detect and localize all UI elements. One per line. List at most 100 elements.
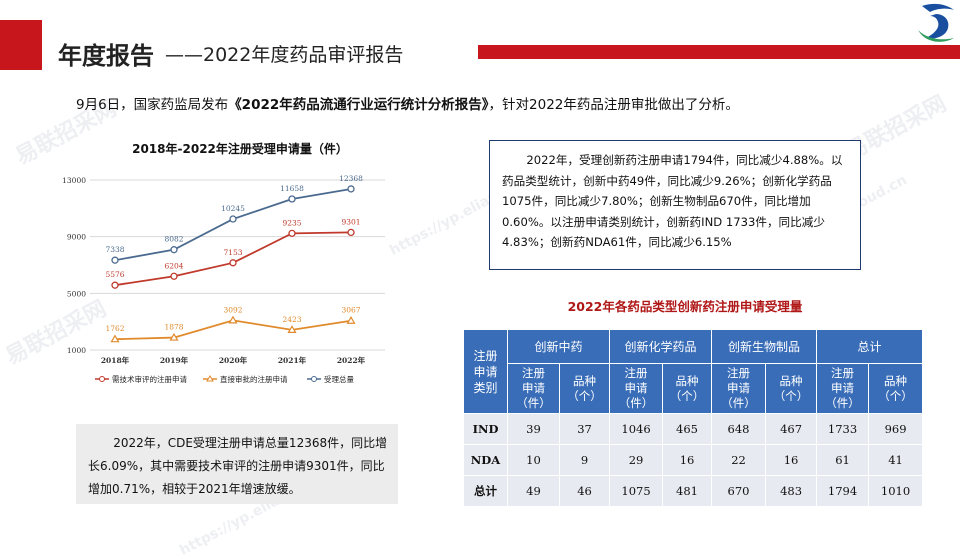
data-label: 7153 bbox=[223, 248, 242, 257]
table-cell: 16 bbox=[662, 444, 713, 476]
table-cell: 481 bbox=[662, 475, 713, 507]
table-cell: 670 bbox=[711, 475, 767, 507]
table-cell: 49 bbox=[507, 475, 560, 507]
page-subtitle: ——2022年度药品审评报告 bbox=[165, 44, 404, 66]
group-header: 总计 bbox=[816, 329, 924, 364]
table-cell: 9 bbox=[558, 444, 611, 476]
data-point bbox=[229, 215, 237, 223]
group-header: 创新生物制品 bbox=[711, 329, 818, 364]
row-label: IND bbox=[463, 413, 508, 445]
data-label: 9235 bbox=[282, 218, 301, 227]
table-cell: 467 bbox=[765, 413, 818, 445]
subheader-varieties: 品种 （个） bbox=[662, 363, 713, 414]
y-tick-label: 1000 bbox=[67, 346, 86, 355]
chart-title: 2018年-2022年注册受理申请量（件） bbox=[132, 142, 348, 156]
data-label: 1762 bbox=[105, 324, 124, 333]
data-label: 10245 bbox=[221, 204, 245, 213]
legend-marker bbox=[311, 376, 317, 382]
row-label: 总计 bbox=[463, 475, 508, 507]
subheader-varieties: 品种 （个） bbox=[765, 363, 818, 414]
data-point bbox=[346, 316, 356, 324]
corner-label: 注册 申请 类别 bbox=[463, 329, 508, 414]
data-point bbox=[347, 228, 355, 237]
x-tick-label: 2020年 bbox=[219, 355, 248, 365]
subheader-varieties: 品种 （个） bbox=[868, 363, 924, 414]
data-point bbox=[288, 195, 296, 203]
data-label: 12368 bbox=[339, 174, 363, 183]
data-point bbox=[110, 334, 120, 343]
data-point bbox=[111, 256, 119, 264]
table-row: 总计 49 46 1075 481 670 483 1794 1010 bbox=[463, 475, 924, 507]
data-point bbox=[288, 229, 296, 237]
group-header: 创新化学药品 bbox=[609, 329, 713, 364]
table-cell: 483 bbox=[765, 475, 818, 507]
subheader-applications: 注册 申请 （件） bbox=[816, 363, 870, 414]
table-cell: 37 bbox=[558, 413, 611, 445]
table-cell: 39 bbox=[507, 413, 560, 445]
legend-label: 直接审批的注册申请 bbox=[220, 374, 288, 384]
data-label: 6204 bbox=[164, 261, 183, 270]
intro-text: 9月6日，国家药监局发布《2022年药品流通行业运行统计分析报告》，针对2022… bbox=[76, 97, 739, 113]
innovative-drug-summary-box: 2022年，受理创新药注册申请1794件，同比减少4.88%。以药品类型统计，创… bbox=[489, 140, 861, 270]
summary-text: 2022年，受理创新药注册申请1794件，同比减少4.88%。以药品类型统计，创… bbox=[502, 153, 843, 249]
brand-logo-icon bbox=[914, 0, 960, 44]
subheader-applications: 注册 申请 （件） bbox=[609, 363, 664, 414]
series-line bbox=[114, 231, 352, 287]
data-label: 7338 bbox=[105, 245, 124, 254]
innovative-drug-table: 注册 申请 类别 创新中药 创新化学药品 创新生物制品 总计 注册 申请 （件） 品种 （个… bbox=[463, 329, 924, 507]
table-cell: 41 bbox=[868, 444, 924, 476]
table-cell: 648 bbox=[711, 413, 767, 445]
table-cell: 22 bbox=[711, 444, 767, 476]
table-cell: 29 bbox=[609, 444, 664, 476]
data-label: 8082 bbox=[164, 235, 183, 244]
table-cell: 16 bbox=[765, 444, 818, 476]
table-cell: 1010 bbox=[868, 475, 924, 507]
table-cell: 46 bbox=[558, 475, 611, 507]
data-point bbox=[170, 246, 178, 254]
data-point bbox=[287, 325, 297, 333]
x-tick-label: 2019年 bbox=[160, 355, 189, 365]
data-point bbox=[228, 315, 238, 324]
header-red-block bbox=[0, 20, 42, 70]
table-cell: 10 bbox=[507, 444, 560, 476]
data-label: 11658 bbox=[280, 184, 304, 193]
data-point bbox=[111, 281, 119, 289]
data-point bbox=[169, 332, 179, 341]
table-title: 2022年各药品类型创新药注册申请受理量 bbox=[567, 299, 803, 314]
subheader-applications: 注册 申请 （件） bbox=[711, 363, 767, 414]
y-tick-label: 5000 bbox=[67, 289, 86, 298]
legend-marker bbox=[206, 375, 214, 382]
legend-label: 需技术审评的注册申请 bbox=[112, 374, 187, 384]
data-label: 5576 bbox=[105, 270, 124, 279]
table-cell: 1733 bbox=[816, 413, 870, 445]
row-label: NDA bbox=[463, 444, 508, 476]
table-cell: 1794 bbox=[816, 475, 870, 507]
cde-text: 2022年，CDE受理注册申请总量12368件，同比增长6.09%，其中需要技术… bbox=[88, 436, 388, 496]
data-point bbox=[229, 259, 237, 267]
table-row: IND 39 37 1046 465 648 467 1733 969 bbox=[463, 413, 924, 445]
group-header: 创新中药 bbox=[506, 329, 611, 364]
data-label: 3067 bbox=[341, 306, 360, 315]
line-chart: 1000 5000 9000 13000 2018年 2019年 2020年 2021年 202… bbox=[62, 174, 385, 384]
page-title: 年度报告 bbox=[58, 42, 154, 70]
data-label: 2423 bbox=[282, 315, 301, 324]
data-label: 1878 bbox=[164, 323, 183, 332]
x-tick-label: 2018年 bbox=[101, 355, 130, 365]
table-row: NDA 10 9 29 16 22 16 61 41 bbox=[463, 444, 924, 476]
header-red-bar bbox=[478, 45, 960, 59]
report-name: 《2022年药品流通行业运行统计分析报告》 bbox=[228, 97, 489, 113]
subheader-applications: 注册 申请 （件） bbox=[507, 363, 560, 414]
data-point bbox=[347, 185, 355, 193]
legend-marker bbox=[99, 376, 105, 382]
legend-label: 受理总量 bbox=[324, 374, 354, 384]
table-cell: 1046 bbox=[609, 413, 664, 445]
y-tick-label: 13000 bbox=[62, 176, 86, 185]
y-tick-label: 9000 bbox=[67, 233, 86, 242]
cde-summary-box: 2022年，CDE受理注册申请总量12368件，同比增长6.09%，其中需要技术… bbox=[76, 424, 398, 504]
x-tick-label: 2021年 bbox=[278, 355, 307, 365]
table-cell: 465 bbox=[662, 413, 713, 445]
data-label: 3092 bbox=[223, 305, 242, 314]
table-cell: 969 bbox=[868, 413, 924, 445]
data-point bbox=[170, 272, 178, 280]
x-tick-label: 2022年 bbox=[337, 355, 366, 365]
